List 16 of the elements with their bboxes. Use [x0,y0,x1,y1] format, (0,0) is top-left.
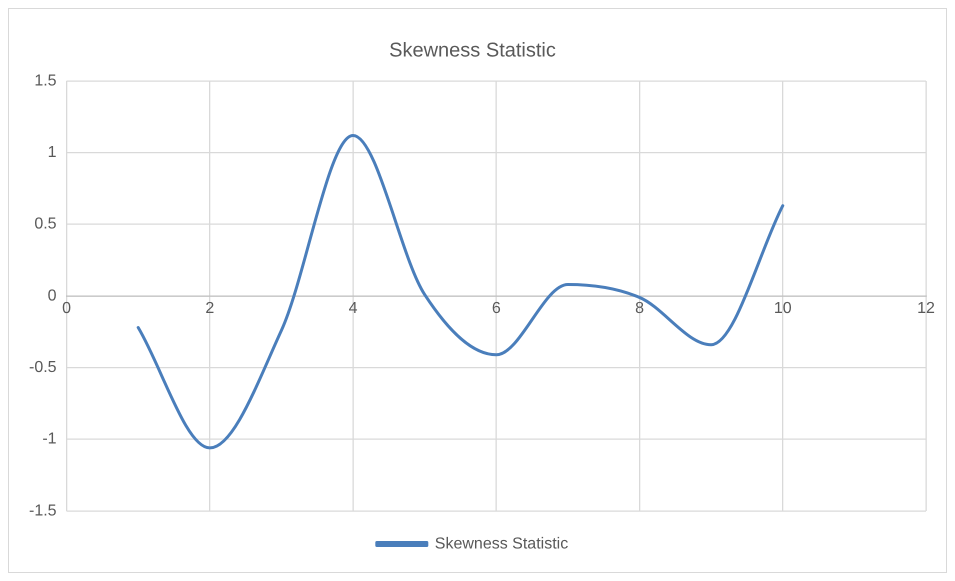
y-tick-label: -1.5 [28,502,57,520]
x-tick-label: 4 [348,300,358,318]
x-tick-label: 2 [205,300,214,318]
x-tick-label: 12 [917,300,935,318]
x-tick-label: 10 [774,300,792,318]
x-tick-label: 6 [492,300,501,318]
y-tick-label: 1 [48,144,57,162]
legend-label: Skewness Statistic [434,535,568,552]
y-tick-label: -1 [42,430,57,448]
y-tick-label: 0 [48,287,57,304]
y-tick-label: 0.5 [34,216,57,233]
chart-title: Skewness Statistic [389,40,556,62]
x-tick-label: 0 [62,300,72,318]
y-tick-label: -0.5 [28,359,57,376]
x-tick-label: 8 [635,300,644,318]
y-tick-label: 1.5 [34,72,57,90]
